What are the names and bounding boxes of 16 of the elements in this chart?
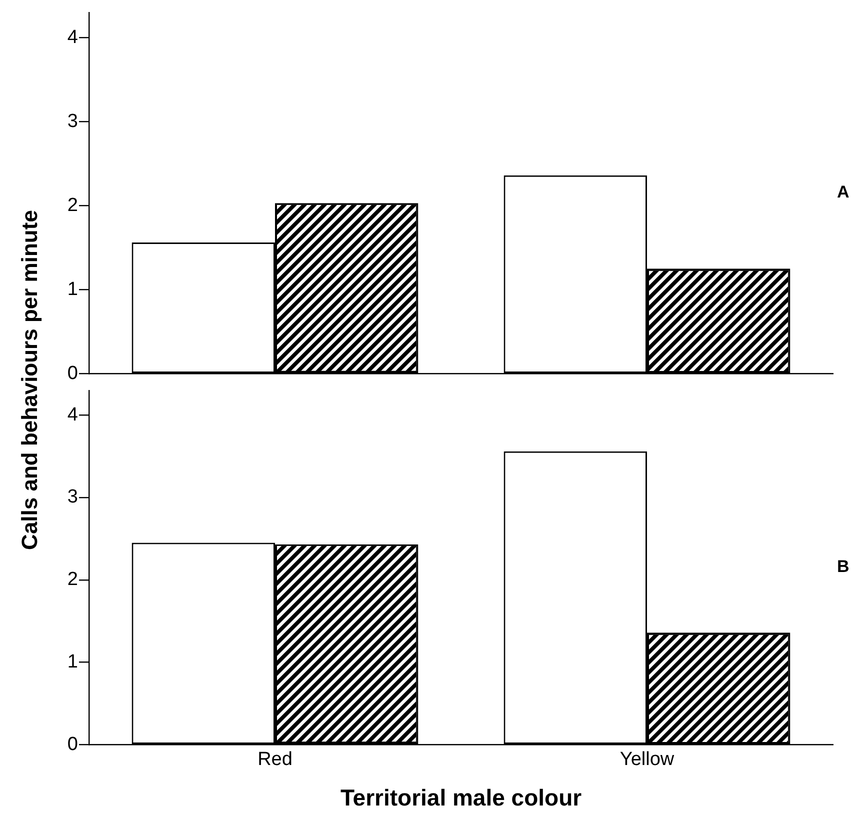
y-tick-label: 3 <box>67 110 78 132</box>
x-axis-title: Territorial male colour <box>340 784 582 811</box>
text: B <box>837 557 850 576</box>
y-tick-label: 1 <box>67 651 78 672</box>
y-tick-label: 3 <box>67 486 78 508</box>
text: A <box>837 182 850 202</box>
x-tick-label: Yellow <box>620 749 674 770</box>
y-tick-label: 0 <box>67 734 78 755</box>
y-tick-label: 4 <box>67 404 78 426</box>
y-tick-label: 0 <box>67 362 78 384</box>
y-tick-label: 4 <box>67 26 78 48</box>
y-axis-title: Calls and behaviours per minute <box>17 210 43 550</box>
y-tick-label: 2 <box>67 194 78 216</box>
x-tick-label: Red <box>258 749 292 770</box>
y-tick-label: 2 <box>67 569 78 590</box>
y-tick-label: 1 <box>67 278 78 300</box>
